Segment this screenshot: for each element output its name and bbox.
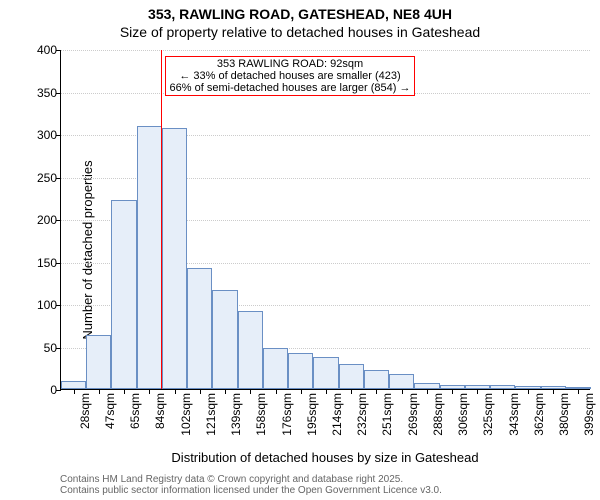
ytick-label: 350: [37, 86, 57, 100]
annotation-line3: 66% of semi-detached houses are larger (…: [170, 82, 411, 94]
chart-root: 353, RAWLING ROAD, GATESHEAD, NE8 4UH Si…: [0, 0, 600, 500]
xtick: [452, 389, 453, 394]
xtick-label: 288sqm: [431, 393, 445, 436]
x-axis-label: Distribution of detached houses by size …: [60, 450, 590, 465]
bar: [187, 268, 212, 389]
xtick-label: 47sqm: [103, 393, 117, 429]
bar: [389, 374, 414, 389]
xtick-label: 269sqm: [406, 393, 420, 436]
xtick: [351, 389, 352, 394]
bar: [364, 370, 389, 389]
bar: [61, 381, 86, 390]
bar: [111, 200, 136, 389]
xtick-label: 84sqm: [153, 393, 167, 429]
xtick-label: 121sqm: [204, 393, 218, 436]
bar: [162, 128, 187, 389]
annotation-line1: 353 RAWLING ROAD: 92sqm: [170, 58, 411, 70]
xtick: [175, 389, 176, 394]
xtick: [250, 389, 251, 394]
annotation-line2: ← 33% of detached houses are smaller (42…: [170, 70, 411, 82]
gridline: [61, 50, 590, 51]
bar: [137, 126, 162, 390]
bar: [288, 353, 313, 389]
title-line1: 353, RAWLING ROAD, GATESHEAD, NE8 4UH: [0, 6, 600, 22]
xtick-label: 176sqm: [280, 393, 294, 436]
xtick: [376, 389, 377, 394]
xtick-label: 102sqm: [179, 393, 193, 436]
xtick-label: 251sqm: [380, 393, 394, 436]
xtick: [578, 389, 579, 394]
bar: [313, 357, 338, 389]
bar: [339, 364, 364, 389]
reference-line: [161, 50, 162, 389]
xtick: [477, 389, 478, 394]
xtick: [503, 389, 504, 394]
plot-area: 05010015020025030035040028sqm47sqm65sqm8…: [60, 50, 590, 390]
ytick-label: 400: [37, 43, 57, 57]
xtick: [301, 389, 302, 394]
xtick-label: 399sqm: [582, 393, 596, 436]
bar: [238, 311, 263, 389]
annotation-box: 353 RAWLING ROAD: 92sqm← 33% of detached…: [165, 56, 416, 96]
ytick-label: 250: [37, 171, 57, 185]
xtick: [149, 389, 150, 394]
xtick-label: 380sqm: [557, 393, 571, 436]
ytick-label: 0: [50, 383, 57, 397]
xtick: [553, 389, 554, 394]
bar: [86, 335, 111, 389]
xtick-label: 306sqm: [456, 393, 470, 436]
xtick: [124, 389, 125, 394]
xtick-label: 65sqm: [128, 393, 142, 429]
ytick-label: 150: [37, 256, 57, 270]
xtick: [402, 389, 403, 394]
title-line2: Size of property relative to detached ho…: [0, 24, 600, 40]
bar: [263, 348, 288, 389]
ytick-label: 300: [37, 128, 57, 142]
ytick-label: 100: [37, 298, 57, 312]
xtick-label: 139sqm: [229, 393, 243, 436]
xtick-label: 195sqm: [305, 393, 319, 436]
xtick: [528, 389, 529, 394]
xtick: [200, 389, 201, 394]
xtick: [276, 389, 277, 394]
xtick: [326, 389, 327, 394]
xtick: [74, 389, 75, 394]
xtick-label: 28sqm: [78, 393, 92, 429]
xtick-label: 325sqm: [481, 393, 495, 436]
ytick-label: 200: [37, 213, 57, 227]
xtick-label: 343sqm: [507, 393, 521, 436]
ytick-label: 50: [44, 341, 57, 355]
bar: [212, 290, 237, 389]
xtick-label: 362sqm: [532, 393, 546, 436]
xtick: [99, 389, 100, 394]
xtick-label: 158sqm: [254, 393, 268, 436]
license-text: Contains HM Land Registry data © Crown c…: [60, 474, 590, 496]
xtick: [225, 389, 226, 394]
xtick-label: 232sqm: [355, 393, 369, 436]
xtick-label: 214sqm: [330, 393, 344, 436]
xtick: [427, 389, 428, 394]
